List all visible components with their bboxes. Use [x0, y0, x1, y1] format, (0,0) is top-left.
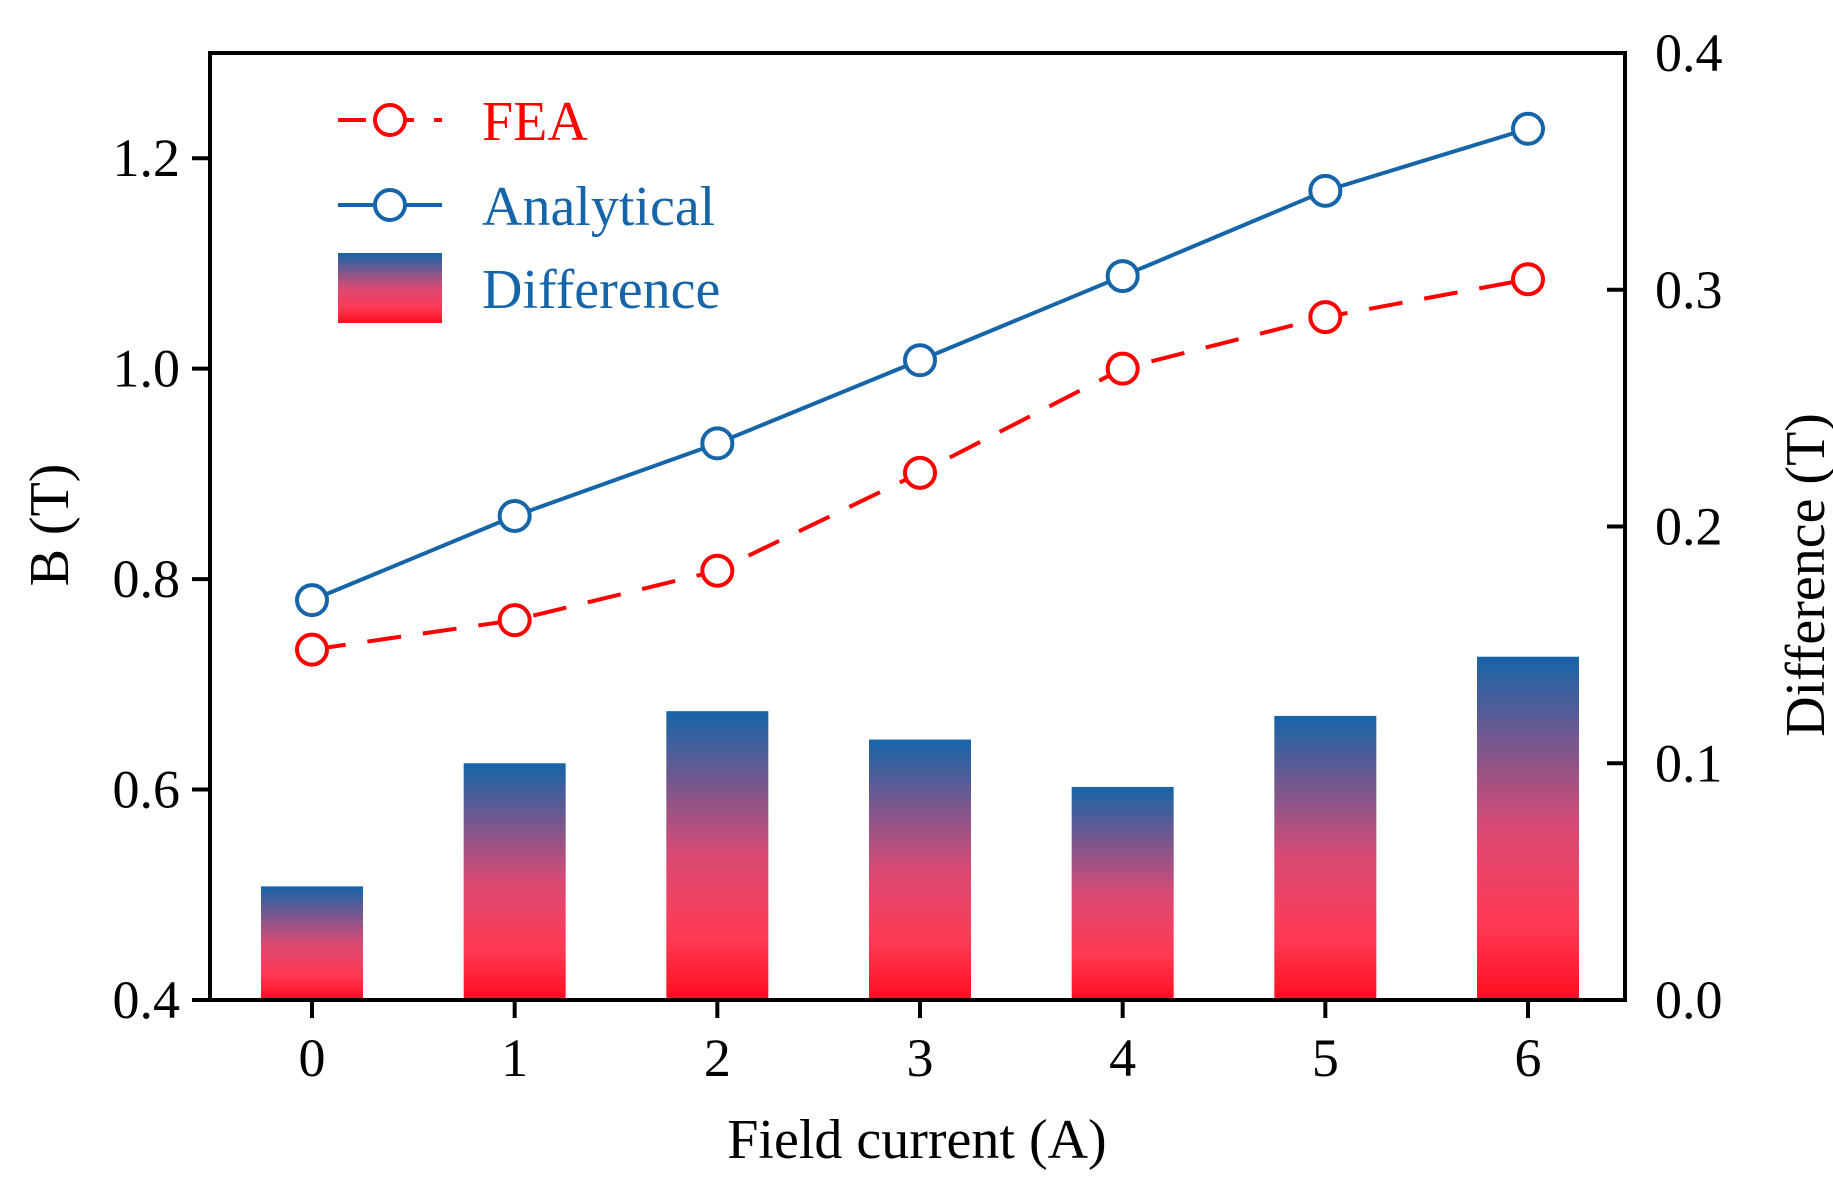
fea-point-3	[903, 455, 937, 490]
x-tick-label: 1	[501, 1028, 528, 1088]
fea-point-0	[295, 632, 329, 667]
y-tick-label: 0.4	[113, 970, 181, 1030]
difference-bar-6	[1477, 656, 1579, 1000]
analytical-point-4	[1105, 259, 1140, 294]
difference-bar-5	[1274, 715, 1377, 1000]
difference-bar-4	[1071, 786, 1174, 1000]
analytical-point-2	[700, 426, 735, 461]
lines-layer	[295, 111, 1545, 667]
x-tick-label: 4	[1109, 1028, 1136, 1088]
analytical-point-6	[1511, 111, 1545, 146]
analytical-point-3	[903, 343, 937, 378]
legend: FEA Analytical Difference	[338, 91, 720, 323]
analytical-point-1	[497, 498, 532, 533]
y-tick-label: 0.6	[113, 760, 181, 820]
y2-tick-label: 0.1	[1655, 733, 1723, 793]
legend-label-difference: Difference	[482, 259, 720, 321]
x-tick-label: 5	[1312, 1028, 1339, 1088]
difference-bar-0	[261, 886, 363, 1000]
y-axis-title: B (T)	[19, 464, 81, 587]
analytical-point-0	[295, 583, 329, 618]
fea-point-1	[497, 603, 532, 638]
legend-fea-marker	[373, 103, 407, 137]
legend-label-fea: FEA	[482, 91, 588, 153]
x-tick-label: 2	[704, 1028, 731, 1088]
fea-point-6	[1511, 262, 1545, 297]
y-tick-label: 1.0	[113, 339, 181, 399]
x-axis-title: Field current (A)	[727, 1109, 1106, 1171]
x-tick-label: 6	[1515, 1028, 1542, 1088]
x-tick-label: 3	[907, 1028, 934, 1088]
y2-tick-label: 0.0	[1655, 970, 1723, 1030]
y-tick-label: 1.2	[113, 128, 181, 188]
y2-axis-title: Difference (T)	[1775, 413, 1833, 737]
difference-bar-2	[666, 711, 769, 1000]
fea-point-2	[700, 553, 735, 588]
fea-point-4	[1105, 351, 1140, 386]
fea-point-5	[1308, 300, 1343, 335]
y-tick-label: 0.8	[113, 549, 181, 609]
axes-layer: 0 1 2 3 4 5 6 0.4 0.6 0.8 1.0 1.2 0.0 0.1 0.2 0.3 0.4 Fie…	[19, 23, 1833, 1171]
analytical-point-5	[1308, 173, 1343, 208]
legend-analytical-marker	[373, 188, 407, 222]
y2-tick-label: 0.2	[1655, 497, 1723, 557]
bars-layer	[261, 656, 1579, 1000]
y2-tick-label: 0.3	[1655, 260, 1723, 320]
legend-difference-swatch	[338, 253, 442, 323]
difference-bar-3	[869, 739, 971, 1000]
legend-label-analytical: Analytical	[482, 176, 715, 238]
x-tick-label: 0	[299, 1028, 326, 1088]
difference-bar-1	[463, 763, 566, 1000]
y2-tick-label: 0.4	[1655, 23, 1723, 83]
